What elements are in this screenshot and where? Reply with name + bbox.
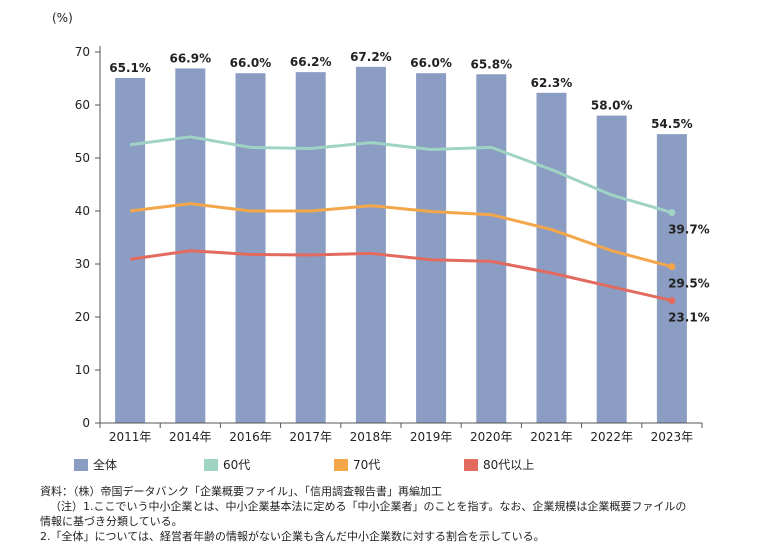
note1-line1: （注）1.ここでいう中小企業とは、中小企業基本法に定める「中小企業者」のことを指…: [50, 500, 687, 513]
legend-label-60s: 60代: [223, 458, 251, 472]
bar-value-label: 66.0%: [410, 56, 452, 70]
y-unit-label: (%): [52, 11, 73, 25]
bar: [416, 73, 447, 423]
bar: [175, 68, 206, 424]
bar-value-label: 65.1%: [109, 61, 151, 75]
bar-value-label: 54.5%: [651, 117, 693, 131]
x-tick-label: 2019年: [410, 430, 453, 444]
legend-swatch-70s: [334, 458, 348, 471]
bar-value-label: 66.9%: [169, 51, 211, 65]
y-tick-label: 50: [75, 151, 90, 165]
bar: [115, 77, 146, 423]
bar: [536, 92, 567, 423]
x-tick-label: 2023年: [651, 430, 694, 444]
series-line: [129, 135, 673, 215]
y-tick-label: 20: [75, 310, 90, 324]
bar: [656, 134, 687, 423]
legend-label-80s: 80代以上: [483, 458, 535, 472]
legend-item-80s: 80代以上: [464, 456, 534, 473]
series-line: [129, 202, 673, 269]
series-end-label: 23.1%: [668, 311, 710, 325]
legend-label-70s: 70代: [353, 458, 381, 472]
y-tick-label: 30: [75, 257, 90, 271]
legend-swatch-all: [74, 458, 88, 471]
bar: [596, 115, 627, 423]
legend-item-all: 全体: [74, 456, 117, 473]
y-tick-label: 70: [75, 45, 90, 59]
legend-item-70s: 70代: [334, 456, 380, 473]
bar-value-label: 62.3%: [531, 76, 573, 90]
series-line: [129, 249, 673, 303]
series-end-label: 29.5%: [668, 277, 710, 291]
bar: [295, 72, 326, 423]
series-end-label: 39.7%: [668, 223, 710, 237]
series-end-point: [668, 209, 676, 217]
bar-value-label: 66.0%: [230, 56, 272, 70]
x-axis: 2011年 2014年 2016年 2017年 2018年 2019年 2020年 2021年…: [99, 422, 703, 444]
x-tick-label: 2022年: [590, 430, 633, 444]
source-notes: 資料：（株）帝国データバンク「企業概要ファイル」、「信用調査報告書」再編加工 （…: [40, 484, 740, 544]
legend-item-60s: 60代: [204, 456, 250, 473]
bar-series: [115, 66, 687, 424]
bar-value-labels: 65.1% 66.9% 66.0% 66.2% 67.2% 66.0% 65.8% 62.3%…: [109, 50, 692, 131]
x-tick-label: 2011年: [109, 430, 152, 444]
bar: [476, 74, 507, 423]
y-axis: 0 10 20 30 40 50 60 70: [75, 45, 101, 430]
y-tick-label: 40: [75, 204, 90, 218]
series-end-point: [668, 297, 676, 305]
bar-value-label: 58.0%: [591, 99, 633, 113]
bar: [235, 73, 266, 423]
y-tick-label: 10: [75, 363, 90, 377]
x-tick-label: 2014年: [169, 430, 212, 444]
x-tick-label: 2021年: [530, 430, 573, 444]
source-line: 資料：（株）帝国データバンク「企業概要ファイル」、「信用調査報告書」再編加工: [40, 485, 443, 498]
note1-line2: 情報に基づき分類している。: [40, 515, 183, 528]
x-tick-label: 2017年: [289, 430, 332, 444]
x-tick-label: 2018年: [350, 430, 393, 444]
line-series: 39.7% 29.5% 23.1%: [129, 135, 710, 325]
series-end-point: [668, 263, 676, 271]
legend-swatch-60s: [204, 458, 218, 471]
bar-value-label: 66.2%: [290, 55, 332, 69]
note2: 2.「全体」については、経営者年齢の情報がない企業も含んだ中小企業数に対する割合…: [40, 530, 545, 543]
y-tick-label: 60: [75, 98, 90, 112]
x-tick-label: 2020年: [470, 430, 513, 444]
bar: [355, 66, 386, 423]
x-tick-label: 2016年: [229, 430, 272, 444]
bar-value-label: 67.2%: [350, 50, 392, 64]
legend-swatch-80s: [464, 458, 478, 471]
y-tick-label: 0: [82, 416, 90, 430]
legend-label-all: 全体: [93, 458, 118, 472]
bar-value-label: 65.8%: [470, 57, 512, 71]
